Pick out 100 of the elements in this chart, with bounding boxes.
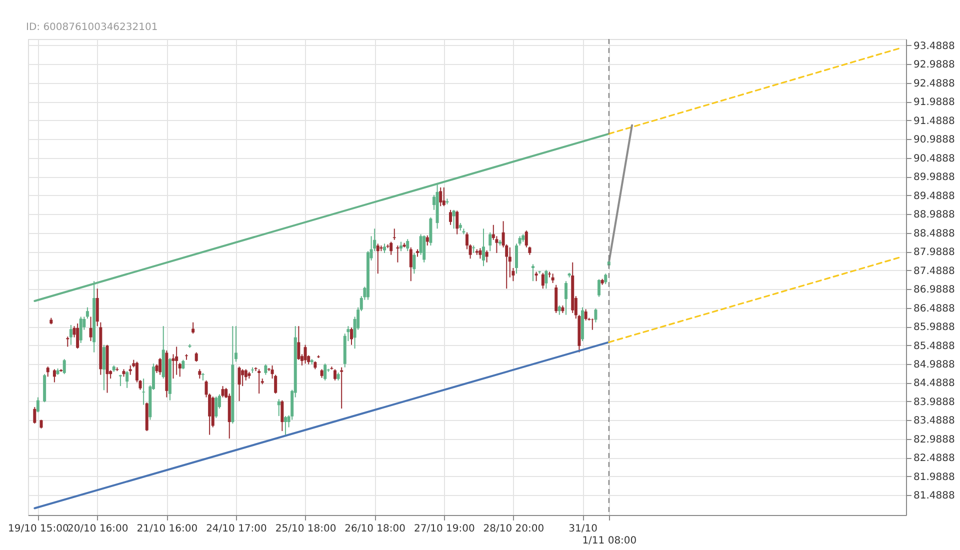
y-tick-label: 91.9888 [914, 97, 955, 108]
candlestick [532, 264, 535, 282]
candlestick [192, 322, 195, 334]
x-tick-label: 20/10 16:00 [67, 524, 128, 534]
candlestick [158, 357, 162, 376]
y-tick-label: 89.9888 [914, 172, 955, 184]
candlestick [449, 209, 452, 226]
y-tick-label: 90.4888 [914, 153, 955, 164]
y-tick-label: 86.9888 [914, 284, 955, 296]
y-tick-label: 88.4888 [914, 228, 955, 240]
candlestick [482, 228, 485, 267]
candlestick [462, 228, 466, 235]
candlestick [452, 209, 456, 230]
candlestick [426, 234, 429, 246]
x-tick-label: 28/10 20:00 [483, 524, 544, 534]
candlestick [442, 186, 446, 207]
candlestick [102, 344, 106, 391]
candlestick [280, 400, 284, 432]
candlestick [324, 363, 327, 381]
candlestick [396, 245, 400, 263]
candlestick [241, 368, 244, 387]
candlestick [412, 252, 416, 274]
candlestick [382, 243, 386, 254]
candlestick [604, 273, 608, 285]
y-tick-label: 90.9888 [914, 134, 955, 146]
y-tick-label: 93.4888 [914, 40, 955, 52]
candlestick [439, 186, 442, 207]
candlestick [456, 210, 459, 235]
x-tick-label: 31/10 [568, 524, 598, 534]
candlestick [142, 378, 146, 406]
x-tick-label: 25/10 18:00 [275, 524, 336, 534]
candlestick [554, 284, 558, 314]
y-tick-label: 92.4888 [914, 78, 955, 90]
candlestick [534, 271, 538, 282]
candlestick [258, 368, 261, 394]
y-tick-label: 87.9888 [914, 247, 955, 258]
y-tick-label: 92.9888 [914, 60, 955, 71]
candlestick [52, 368, 56, 383]
candlestick [340, 366, 344, 410]
candlestick [277, 398, 280, 417]
candlestick [33, 406, 36, 424]
candlestick [406, 238, 410, 252]
y-tick-label: 83.4888 [914, 416, 955, 427]
candlestick [172, 354, 175, 380]
candlestick [551, 273, 554, 284]
candlestick [175, 346, 178, 376]
y-tick-label: 81.4888 [914, 490, 955, 502]
candlestick [409, 246, 412, 282]
x-tick-label: 1/11 08:00 [582, 536, 637, 546]
candlestick [485, 250, 488, 263]
candlestick [488, 232, 492, 252]
candlestick [221, 386, 224, 398]
y-tick-label: 83.9888 [914, 396, 955, 408]
candlestick [390, 241, 393, 256]
candlestick [238, 366, 241, 402]
candlestick [541, 272, 544, 290]
candlestick [66, 336, 70, 348]
candlestick [36, 396, 40, 413]
y-tick-label: 82.4888 [914, 453, 955, 464]
candlestick [69, 324, 72, 346]
y-tick-label: 91.4888 [914, 116, 955, 127]
candlestick [515, 243, 518, 274]
candlestick [422, 234, 426, 263]
candlestick [76, 322, 80, 350]
candlestick [264, 364, 268, 376]
y-tick-label: 82.9888 [914, 434, 955, 446]
candlestick [478, 248, 482, 260]
candlestick [524, 230, 528, 248]
y-tick-label: 87.4888 [914, 266, 955, 277]
candlestick [46, 366, 50, 378]
x-tick-label: 24/10 17:00 [206, 524, 267, 534]
y-tick-label: 85.4888 [914, 340, 955, 352]
candlestick [89, 316, 92, 342]
y-tick-label: 84.4888 [914, 378, 955, 390]
candlestick [86, 306, 89, 320]
y-tick-label: 88.9888 [914, 210, 955, 221]
candlestick [350, 327, 353, 346]
candlestick [62, 358, 66, 375]
candlestick [399, 241, 402, 252]
candlestick [126, 370, 129, 388]
y-tick-label: 84.9888 [914, 360, 955, 370]
candlestick [518, 236, 522, 246]
x-tick-label: 26/10 18:00 [344, 524, 406, 534]
candlestick [198, 368, 202, 380]
candlestick [214, 396, 218, 418]
x-tick-label: 27/10 19:00 [414, 524, 475, 534]
candlestick [333, 368, 336, 381]
candlestick [194, 352, 198, 362]
candlestick [96, 288, 99, 327]
y-tick-label: 81.9888 [914, 472, 955, 483]
candlestick [446, 198, 449, 205]
candlestick [79, 316, 82, 344]
candlestick [564, 280, 568, 316]
candlestick [584, 308, 588, 321]
candlestick [558, 304, 561, 316]
candlestick [182, 359, 185, 370]
candlestick [376, 243, 380, 274]
candlestick [544, 269, 548, 290]
text: ID: 600876100346232101 [26, 22, 158, 33]
y-tick-label: 86.4888 [914, 303, 955, 314]
